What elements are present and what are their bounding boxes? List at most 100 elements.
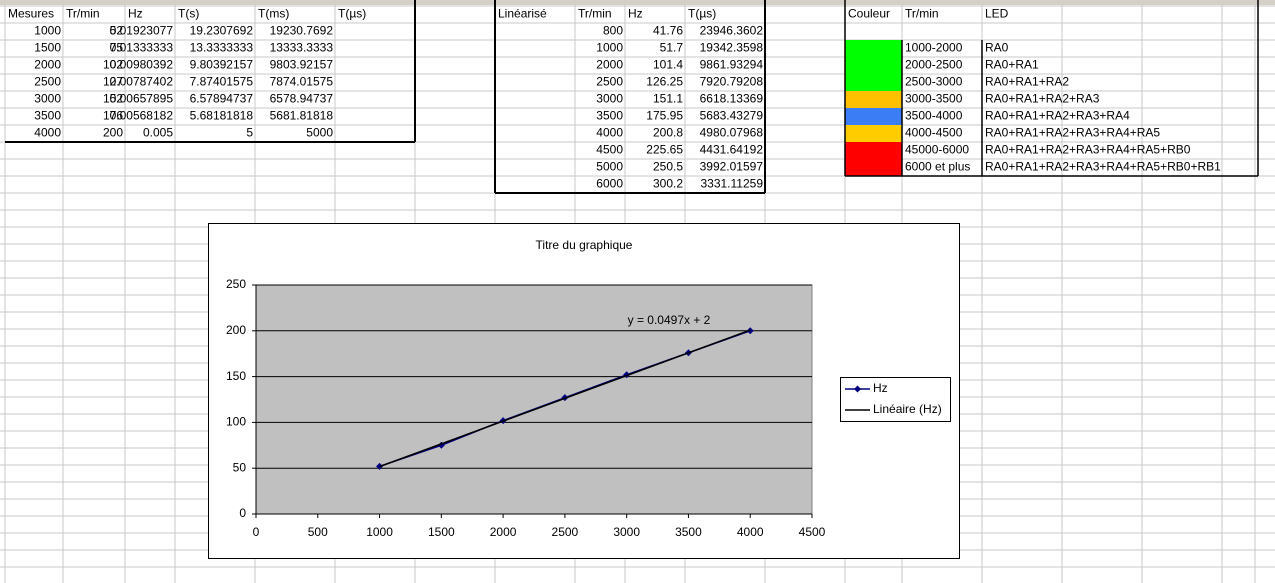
table-cell: 41.76 (653, 24, 683, 38)
table-cell: 0.00657895 (110, 92, 174, 106)
table-cell: 3500 (596, 109, 623, 123)
table-cell: 1500 (34, 41, 61, 55)
table-cell: 2500 (34, 75, 61, 89)
table-cell: RA0+RA1+RA2+RA3+RA4+RA5 (985, 126, 1160, 140)
table-cell: 13333.3333 (270, 41, 334, 55)
table-cell: 175.95 (646, 109, 683, 123)
x-tick-label: 3000 (613, 525, 640, 539)
table-cell: 0.00980392 (110, 58, 174, 72)
table-cell: 300.2 (653, 177, 683, 191)
x-tick-label: 3500 (675, 525, 702, 539)
table-cell: 0.00568182 (110, 109, 174, 123)
table-cell: RA0+RA1+RA2+RA3+RA4+RA5+RB0+RB1 (985, 160, 1221, 174)
led-color-cell (845, 40, 902, 57)
table-header: T(s) (178, 7, 199, 21)
series-line (379, 329, 751, 468)
table-cell: 225.65 (646, 143, 683, 157)
led-color-cell (845, 142, 902, 159)
table-cell: 6000 et plus (905, 160, 970, 174)
table-header: Hz (628, 7, 643, 21)
table-cell: 19342.3598 (700, 41, 764, 55)
table-cell: 200 (103, 126, 123, 140)
y-tick-label: 200 (226, 323, 246, 337)
chart-title: Titre du graphique (536, 238, 633, 252)
table-cell: 3500 (34, 109, 61, 123)
table-cell: 1000 (34, 24, 61, 38)
table-cell: 200.8 (653, 126, 683, 140)
table-cell: 176 (103, 109, 123, 123)
table-cell: 3000 (596, 92, 623, 106)
table-cell: 6578.94737 (270, 92, 334, 106)
table-cell: RA0+RA1+RA2+RA3 (985, 92, 1100, 106)
table-cell: 4000 (596, 126, 623, 140)
table-cell: 152 (103, 92, 123, 106)
table-cell: 151.1 (653, 92, 683, 106)
table-cell: 3500-4000 (905, 109, 963, 123)
table-cell: 0.005 (143, 126, 173, 140)
x-tick-label: 4500 (799, 525, 826, 539)
legend-label: Linéaire (Hz) (873, 402, 942, 416)
y-tick-label: 150 (226, 369, 246, 383)
table-cell: 6000 (596, 177, 623, 191)
led-color-cell (845, 57, 902, 74)
x-tick-label: 4000 (737, 525, 764, 539)
table-cell: RA0+RA1 (985, 58, 1039, 72)
table-header: Mesures (8, 7, 54, 21)
table-cell: 4980.07968 (700, 126, 764, 140)
table-cell: 52 (110, 24, 124, 38)
legend (840, 377, 951, 422)
table-cell: 0.01923077 (110, 24, 174, 38)
led-color-cell (845, 74, 902, 91)
led-color-cell (845, 108, 902, 125)
table-header: Couleur (848, 7, 890, 21)
table-cell: 2000-2500 (905, 58, 963, 72)
table-cell: 7920.79208 (700, 75, 764, 89)
table-cell: 5000 (306, 126, 333, 140)
table-cell: 3000-3500 (905, 92, 963, 106)
trendline-equation: y = 0.0497x + 2 (628, 313, 711, 327)
table-cell: 9803.92157 (270, 58, 334, 72)
led-color-cell (845, 159, 902, 176)
table-cell: 4000 (34, 126, 61, 140)
table-cell: 2500-3000 (905, 75, 963, 89)
column-header-band (0, 0, 1275, 5)
table-cell: 127 (103, 75, 123, 89)
y-tick-label: 100 (226, 415, 246, 429)
table-cell: 1000-2000 (905, 41, 963, 55)
table-cell: 23946.3602 (700, 24, 764, 38)
table-cell: 102 (103, 58, 123, 72)
table-header: LED (985, 7, 1009, 21)
table-header: T(ms) (258, 7, 289, 21)
table-cell: 3992.01597 (700, 160, 764, 174)
table-cell: 2500 (596, 75, 623, 89)
table-cell: 5681.81818 (270, 109, 334, 123)
table-cell: 4500 (596, 143, 623, 157)
x-tick-label: 1500 (428, 525, 455, 539)
table-cell: 9861.93294 (700, 58, 764, 72)
led-color-cell (845, 91, 902, 108)
legend-label: Hz (873, 381, 888, 395)
table-header: T(µs) (338, 7, 366, 21)
x-tick-label: 0 (253, 525, 260, 539)
x-tick-label: 2500 (552, 525, 579, 539)
table-cell: 75 (110, 41, 124, 55)
table-cell: 45000-6000 (905, 143, 969, 157)
table-cell: 5000 (596, 160, 623, 174)
table-cell: 3000 (34, 92, 61, 106)
table-cell: 4000-4500 (905, 126, 963, 140)
table-header: Hz (128, 7, 143, 21)
table-cell: RA0+RA1+RA2+RA3+RA4 (985, 109, 1130, 123)
table-header: Tr/min (66, 7, 100, 21)
table-cell: 101.4 (653, 58, 683, 72)
table-cell: 51.7 (660, 41, 684, 55)
led-color-cell (845, 125, 902, 142)
table-cell: 250.5 (653, 160, 683, 174)
table-cell: 6618.13369 (700, 92, 764, 106)
table-cell: 5.68181818 (190, 109, 254, 123)
table-cell: 0.00787402 (110, 75, 174, 89)
table-cell: 6.57894737 (190, 92, 254, 106)
table-cell: 19.2307692 (190, 24, 254, 38)
table-cell: 7.87401575 (190, 75, 254, 89)
